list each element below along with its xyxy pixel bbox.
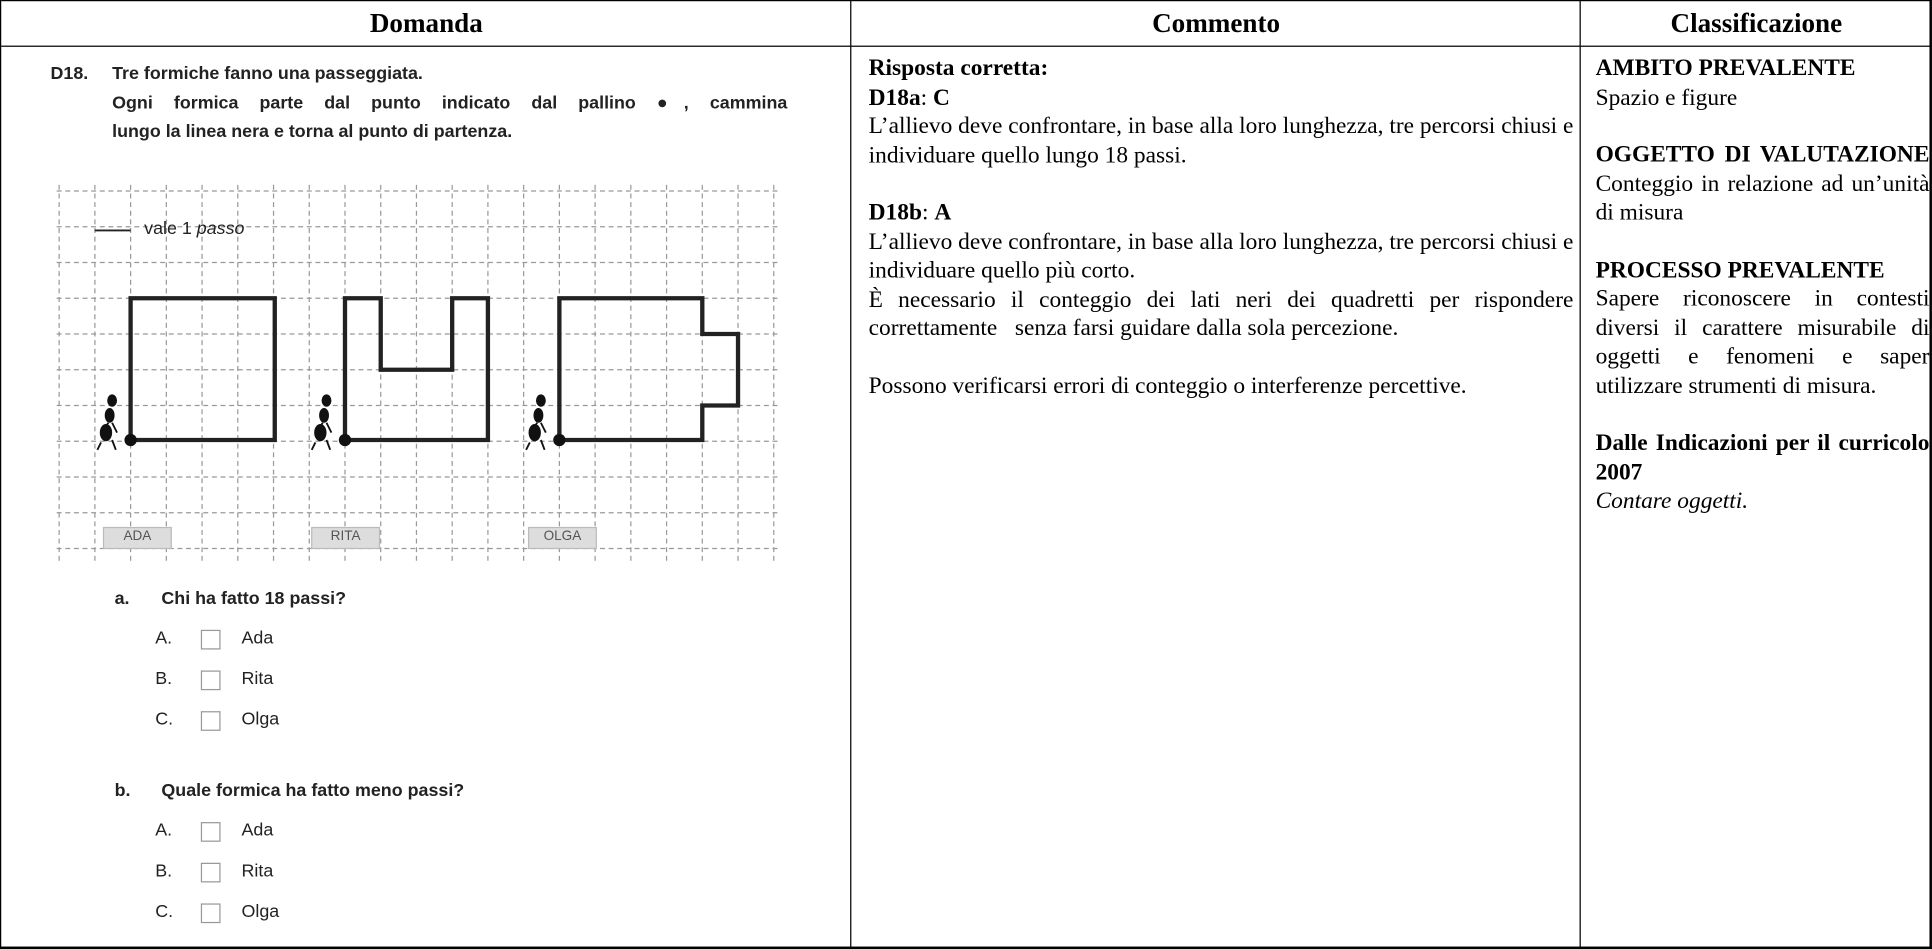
comment-column: Commento Risposta corretta: D18a: C L’al… [850,0,1581,949]
comment-note: Possono verificarsi errori di conteggio … [868,372,1467,399]
classification-column: Classificazione AMBITO PREVALENTE Spazio… [1579,0,1932,949]
checkbox[interactable] [200,822,221,842]
question-column: Domanda D18. Tre formiche fanno una pass… [0,0,852,949]
option-text: Olga [241,902,280,922]
class-heading: Dalle Indicazioni per il curricolo 2007 [1595,430,1930,485]
class-heading: PROCESSO PREVALENTE [1595,256,1885,283]
option-letter: C. [155,902,174,922]
class-text: Spazio e figure [1595,84,1738,111]
option-letter: C. [155,709,174,730]
comment-paragraph: È necessario il conteggio dei lati neri … [868,286,1580,342]
class-text: Conteggio in relazione ad un’unità di mi… [1595,170,1930,226]
checkbox[interactable] [200,862,221,883]
checkbox[interactable] [200,903,221,924]
answer: A [934,199,952,226]
figure [56,184,778,561]
question-line: Ogni formica parte dal punto indicato da… [112,93,788,114]
answer-label: D18a [868,84,921,111]
answer-label: D18b [868,199,922,226]
question-line: lungo la linea nera e torna al punto di … [112,122,513,142]
option-letter: A. [155,628,173,649]
answer-sep: : [921,199,929,226]
column-header: Commento [851,0,1581,47]
part-text: Chi ha fatto 18 passi? [161,589,347,609]
part-text: Quale formica ha fatto meno passi? [161,781,465,802]
ant-name: OLGA [543,528,582,544]
class-text: Sapere riconoscere in contesti diversi i… [1595,285,1930,399]
option-text: Rita [241,861,274,882]
checkbox[interactable] [200,629,221,650]
legend: vale 1 passo [144,219,244,239]
comment-body: Risposta corretta: D18a: C L’allievo dev… [869,54,1574,400]
part-letter: b. [114,781,131,802]
legend-text: vale 1 [144,219,192,240]
classification-body: AMBITO PREVALENTE Spazio e figure OGGETT… [1596,54,1930,516]
class-text: Contare oggetti. [1595,488,1749,514]
option-letter: B. [155,669,173,689]
answer: C [933,84,950,111]
table-right [1929,0,1932,949]
comment-paragraph: L’allievo deve confrontare, in base alla… [868,228,1574,284]
option-text: Olga [241,709,280,730]
table-bottom [0,946,1932,949]
option-text: Ada [241,628,274,649]
ant-name: ADA [123,528,152,544]
answer-sep: : [920,84,928,111]
class-heading: AMBITO PREVALENTE [1595,55,1856,82]
legend-unit: passo [196,219,245,240]
option-letter: A. [155,820,173,841]
class-heading: OGGETTO DI VALUTAZIONE [1595,141,1930,168]
comment-heading: Risposta corretta: [868,55,1049,82]
option-text: Ada [241,820,274,841]
option-letter: B. [155,861,173,882]
question-line: Tre formiche fanno una passeggiata. [112,64,423,84]
ant-name: RITA [330,528,361,544]
column-header: Classificazione [1580,0,1932,47]
option-text: Rita [241,669,274,689]
checkbox[interactable] [200,711,221,731]
part-letter: a. [114,589,130,609]
comment-paragraph: L’allievo deve confrontare, in base alla… [868,113,1574,169]
column-header: Domanda [1,0,852,47]
checkbox[interactable] [200,670,221,691]
question-number: D18. [50,64,89,84]
